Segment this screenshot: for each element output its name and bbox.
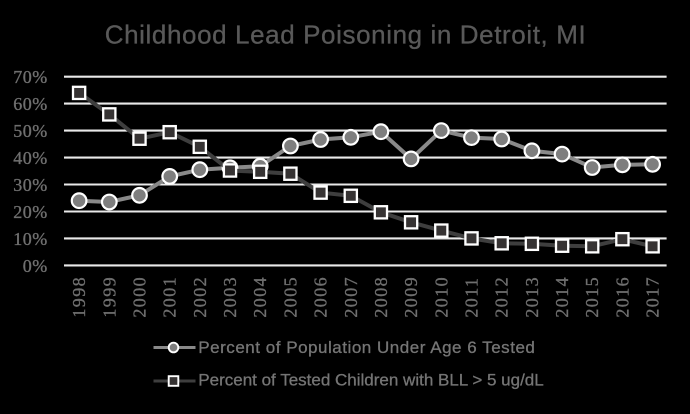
svg-text:Percent of Tested Children wit: Percent of Tested Children with BLL > 5 … [198, 370, 543, 389]
svg-text:2001: 2001 [160, 276, 180, 318]
svg-text:2002: 2002 [190, 276, 210, 318]
svg-text:2013: 2013 [522, 276, 542, 318]
svg-text:2006: 2006 [311, 276, 331, 318]
svg-text:70%: 70% [13, 67, 48, 87]
svg-text:1999: 1999 [99, 276, 119, 318]
svg-text:2010: 2010 [431, 276, 451, 318]
svg-text:10%: 10% [13, 229, 48, 249]
svg-text:50%: 50% [13, 121, 48, 141]
svg-text:2007: 2007 [341, 276, 361, 318]
svg-text:40%: 40% [13, 148, 48, 168]
svg-text:2008: 2008 [371, 276, 391, 318]
svg-text:Childhood Lead Poisoning in De: Childhood Lead Poisoning in Detroit, MI [105, 20, 587, 50]
svg-text:2009: 2009 [401, 276, 421, 318]
svg-text:Percent of Population Under Ag: Percent of Population Under Age 6 Tested [198, 338, 535, 357]
svg-text:2017: 2017 [643, 276, 663, 318]
svg-text:2016: 2016 [612, 276, 632, 318]
svg-text:2011: 2011 [462, 277, 482, 318]
svg-text:2004: 2004 [250, 276, 270, 318]
svg-text:2012: 2012 [492, 276, 512, 318]
svg-text:0%: 0% [23, 256, 48, 276]
svg-text:30%: 30% [13, 175, 48, 195]
svg-text:2005: 2005 [280, 276, 300, 318]
svg-text:2015: 2015 [582, 276, 602, 318]
svg-text:1998: 1998 [69, 276, 89, 318]
svg-text:20%: 20% [13, 202, 48, 222]
svg-text:2014: 2014 [552, 276, 572, 318]
svg-text:60%: 60% [13, 94, 48, 114]
svg-text:2003: 2003 [220, 276, 240, 318]
svg-text:2000: 2000 [130, 276, 150, 318]
